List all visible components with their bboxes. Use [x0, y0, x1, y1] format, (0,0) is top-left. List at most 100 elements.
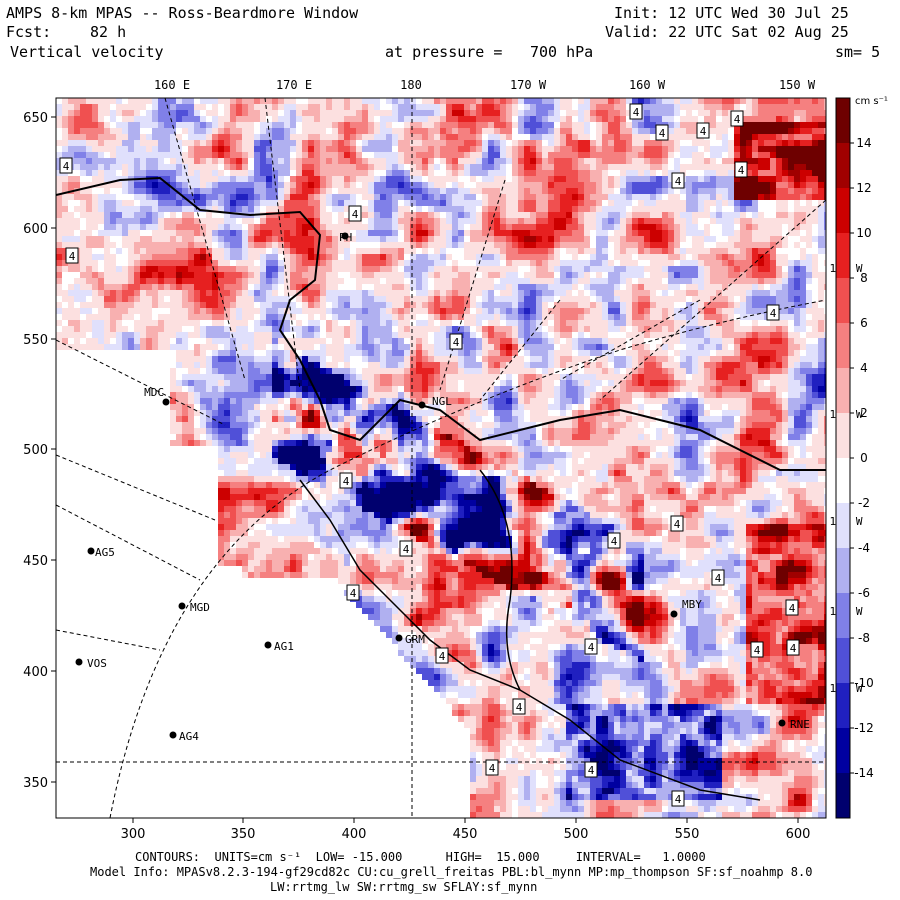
field-cell [344, 272, 350, 278]
field-cell [56, 314, 62, 320]
field-cell [572, 248, 578, 254]
field-cell [200, 164, 206, 170]
field-cell [242, 164, 248, 170]
field-cell [494, 152, 500, 158]
field-cell [440, 146, 446, 152]
field-cell [818, 224, 824, 230]
field-cell [74, 152, 80, 158]
field-cell [536, 224, 542, 230]
field-cell [728, 278, 734, 284]
field-cell [212, 110, 218, 116]
field-cell [596, 230, 602, 236]
field-cell [800, 314, 806, 320]
field-cell [488, 266, 494, 272]
field-cell [566, 200, 572, 206]
field-cell [428, 152, 434, 158]
field-cell [530, 182, 536, 188]
field-cell [380, 188, 386, 194]
field-cell [296, 242, 302, 248]
field-cell [614, 128, 620, 134]
field-cell [776, 224, 782, 230]
field-cell [716, 116, 722, 122]
field-cell [68, 146, 74, 152]
field-cell [764, 254, 770, 260]
field-cell [530, 218, 536, 224]
field-cell [428, 176, 434, 182]
field-cell [350, 182, 356, 188]
field-cell [248, 128, 254, 134]
field-cell [824, 206, 826, 212]
field-cell [782, 158, 788, 164]
field-cell [662, 98, 668, 104]
field-cell [788, 248, 794, 254]
field-cell [542, 140, 548, 146]
field-cell [164, 266, 170, 272]
field-cell [818, 170, 824, 176]
field-cell [272, 98, 278, 104]
field-cell [182, 314, 188, 320]
field-cell [206, 122, 212, 128]
field-cell [530, 284, 536, 290]
field-cell [92, 140, 98, 146]
field-cell [776, 296, 782, 302]
field-cell [68, 326, 74, 332]
field-cell [140, 236, 146, 242]
field-cell [128, 200, 134, 206]
field-cell [218, 272, 224, 278]
field-cell [734, 248, 740, 254]
field-cell [398, 158, 404, 164]
field-cell [770, 182, 776, 188]
field-cell [398, 242, 404, 248]
field-cell [422, 194, 428, 200]
field-cell [686, 302, 692, 308]
field-cell [326, 302, 332, 308]
field-cell [236, 164, 242, 170]
field-cell [800, 134, 806, 140]
field-cell [308, 278, 314, 284]
field-cell [230, 260, 236, 266]
field-cell [350, 272, 356, 278]
field-cell [764, 176, 770, 182]
field-cell [374, 152, 380, 158]
field-cell [350, 284, 356, 290]
field-cell [644, 254, 650, 260]
field-cell [152, 296, 158, 302]
field-cell [542, 254, 548, 260]
field-cell [638, 302, 644, 308]
field-cell [608, 218, 614, 224]
field-cell [656, 146, 662, 152]
field-cell [662, 224, 668, 230]
field-cell [374, 302, 380, 308]
field-cell [494, 122, 500, 128]
field-cell [752, 182, 758, 188]
field-cell [716, 122, 722, 128]
field-cell [704, 98, 710, 104]
field-cell [512, 98, 518, 104]
field-cell [344, 302, 350, 308]
field-cell [254, 266, 260, 272]
field-cell [704, 254, 710, 260]
field-cell [500, 116, 506, 122]
field-cell [338, 140, 344, 146]
field-cell [344, 224, 350, 230]
field-cell [566, 242, 572, 248]
field-cell [296, 206, 302, 212]
field-cell [308, 224, 314, 230]
field-cell [98, 116, 104, 122]
field-cell [218, 326, 224, 332]
field-cell [608, 308, 614, 314]
field-cell [368, 164, 374, 170]
field-cell [122, 248, 128, 254]
field-cell [86, 176, 92, 182]
field-cell [584, 260, 590, 266]
field-cell [512, 146, 518, 152]
field-cell [320, 188, 326, 194]
field-cell [92, 122, 98, 128]
field-cell [620, 140, 626, 146]
field-cell [284, 122, 290, 128]
field-cell [536, 272, 542, 278]
field-cell [626, 254, 632, 260]
field-cell [800, 140, 806, 146]
field-cell [434, 164, 440, 170]
field-cell [344, 212, 350, 218]
